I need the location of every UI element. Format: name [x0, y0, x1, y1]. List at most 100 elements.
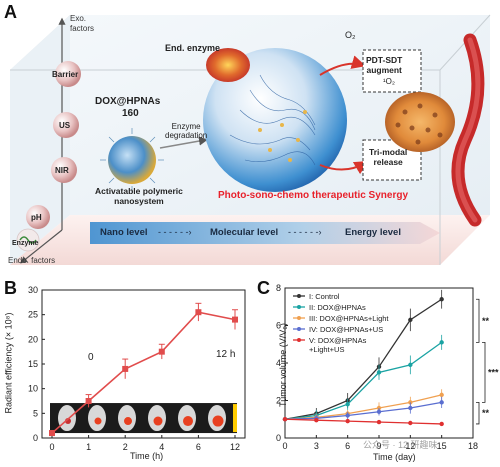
data-point-c [408, 362, 413, 368]
y-tick-label-b: 0 [33, 433, 38, 443]
data-point-b [49, 430, 55, 437]
stimulus-nir-label: NIR [55, 166, 69, 175]
significance-label: ** [482, 316, 490, 326]
level-molecular: Molecular level [210, 227, 279, 238]
colorbar [233, 404, 237, 433]
ph-stimulus-ball [26, 205, 50, 229]
x-tick-label-b: 12 [230, 442, 240, 452]
tumor-signal-spot [94, 417, 102, 425]
legend-label: II: DOX@HPNAs [309, 303, 366, 312]
level-arrow-1: - - - - - -› [158, 227, 192, 237]
x-tick-label-c: 15 [437, 441, 447, 451]
data-point-c [439, 421, 444, 427]
enzyme-icon [19, 236, 37, 244]
significance-label: ** [482, 408, 490, 418]
data-point-b [158, 348, 165, 355]
stimulus-us-label: US [59, 121, 71, 130]
polymer-chains [229, 74, 316, 166]
data-point-c [408, 405, 413, 411]
small-nanoparticle-spikes [100, 128, 164, 192]
panel-b-xlabel: Time (h) [130, 451, 164, 461]
series-line-c [284, 418, 442, 425]
tumor-signal-spot [124, 417, 132, 426]
panel-c-letter: C [257, 278, 270, 298]
watermark: 公众号 · 12 研趣味 [363, 440, 438, 450]
tumor-volume-chart: 0 2 4 6 8 0 3 6 9 12 15 18 I: Control II: DOX@HPNAs II… [276, 283, 499, 451]
tri-modal-label: Tri-modal release [369, 147, 408, 167]
y-tick-label-c: 2 [276, 396, 281, 406]
data-point-c [345, 402, 350, 407]
series-line-b [51, 311, 236, 434]
data-point-c [376, 409, 382, 414]
legend-swatch-marker [297, 338, 301, 342]
dox-title-line1: DOX@HPNAs [95, 96, 161, 107]
data-point-c [345, 418, 350, 424]
singlet-o2-label: ¹O₂ [383, 77, 395, 86]
activatable-label: Activatable polymeric nanosystem [95, 186, 183, 206]
y-tick-label-c: 4 [276, 358, 281, 368]
x-tick-label-c: 0 [282, 441, 287, 451]
stimulus-enzyme-label: Enzyme [12, 240, 39, 247]
data-point-c [376, 419, 382, 425]
x-tick-label-c: 9 [376, 441, 381, 451]
end-enzyme-label: End. enzyme [165, 43, 221, 53]
significance-label: *** [488, 367, 499, 377]
panel-c-xlabel: Time (day) [373, 452, 416, 462]
y-tick-label-b: 25 [28, 310, 38, 320]
panel-a-illustration [10, 14, 491, 265]
data-point-c [282, 417, 288, 422]
x-tick-label-c: 12 [405, 441, 415, 451]
legend-swatch-marker [297, 305, 301, 309]
tumor-signal-spot [153, 416, 163, 426]
us-stimulus-ball [53, 112, 79, 138]
legend-swatch-marker [297, 327, 301, 331]
legend-swatch-marker [297, 294, 301, 298]
x-tick-label-b: 4 [159, 442, 164, 452]
series-line-c [284, 401, 442, 420]
data-point-c [439, 340, 444, 345]
data-point-c [408, 420, 413, 426]
significance-bracket [482, 341, 486, 403]
y-tick-label-b: 15 [28, 359, 38, 369]
exo-factors-label: Exo. factors [70, 14, 95, 33]
panel-b-letter: B [4, 278, 17, 298]
enzyme-blob [206, 48, 250, 82]
data-point-c [408, 317, 413, 323]
legend-swatch-marker [297, 316, 301, 320]
panel-a-letter: A [4, 2, 17, 22]
synergy-title: Photo-sono-chemo therapeutic Synergy [218, 190, 409, 201]
y-tick-label-b: 5 [33, 408, 38, 418]
barrier-stimulus-ball [55, 61, 81, 87]
series-line-c [284, 341, 443, 420]
release-arrow [319, 160, 369, 175]
o2-label: O₂ [345, 30, 356, 40]
data-point-c [439, 297, 444, 302]
x-tick-label-b: 0 [49, 442, 54, 452]
data-point-c [439, 400, 444, 405]
x-tick-label-b: 6 [196, 442, 201, 452]
data-point-c [314, 417, 319, 423]
level-energy: Energy level [345, 227, 401, 238]
x-tick-label-b: 2 [123, 442, 128, 452]
panel-a: A Exo. factors Endo. factors Barrier US … [4, 2, 491, 265]
tumor-cell-dots [395, 103, 443, 145]
legend-label: IV: DOX@HPNAs+US [309, 325, 383, 334]
dox-title-line2: 160 [122, 108, 139, 119]
endo-factors-label: Endo. factors [8, 256, 56, 265]
legend-label: V: DOX@HPNAs [309, 336, 367, 345]
y-tick-label-b: 10 [28, 384, 38, 394]
series-line-c [284, 298, 443, 420]
big-nanosphere [203, 48, 347, 192]
small-nanoparticle [108, 136, 156, 184]
tumor-signal-spot [183, 416, 193, 427]
significance-bracket [476, 298, 480, 343]
gradient-right-label: 12 h [216, 349, 236, 360]
stimulus-barrier-label: Barrier [52, 70, 79, 79]
stimulus-ph-label: pH [31, 213, 42, 222]
x-tick-label-c: 18 [468, 441, 478, 451]
tumor-cells [385, 92, 455, 152]
pdt-sdt-label: PDT-SDT augment [366, 55, 403, 75]
level-bar [90, 222, 440, 244]
data-point-b [232, 316, 238, 323]
